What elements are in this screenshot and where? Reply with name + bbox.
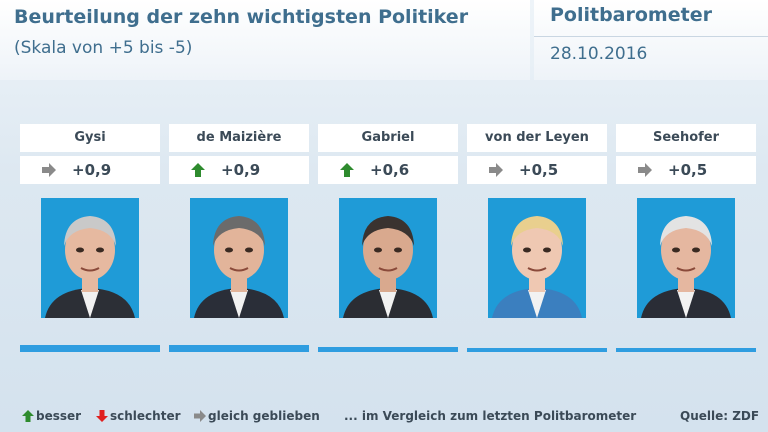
rating-box: +0,9 bbox=[20, 156, 160, 184]
politician-name: von der Leyen bbox=[467, 124, 607, 152]
rating-value: +0,9 bbox=[72, 161, 112, 179]
arrow-right-icon bbox=[638, 163, 652, 177]
arrow-right-icon bbox=[489, 163, 503, 177]
politician-column: Gysi +0,9 bbox=[20, 124, 160, 318]
politician-name: de Maizière bbox=[169, 124, 309, 152]
politician-photo bbox=[41, 198, 139, 318]
arrow-up-icon bbox=[340, 163, 354, 177]
politician-column: de Maizière +0,9 bbox=[169, 124, 309, 318]
rating-box: +0,6 bbox=[318, 156, 458, 184]
header-divider bbox=[534, 36, 768, 37]
arrow-up-icon bbox=[22, 410, 34, 422]
rating-bar bbox=[467, 348, 607, 352]
arrow-right-icon bbox=[194, 410, 206, 422]
politician-photo bbox=[190, 198, 288, 318]
politician-photo bbox=[488, 198, 586, 318]
politician-name: Seehofer bbox=[616, 124, 756, 152]
header-brand-panel: Politbarometer 28.10.2016 bbox=[534, 0, 768, 80]
chart-title: Beurteilung der zehn wichtigsten Politik… bbox=[14, 6, 469, 28]
rating-bar bbox=[20, 345, 160, 352]
header-title-panel: Beurteilung der zehn wichtigsten Politik… bbox=[0, 0, 530, 80]
arrow-down-icon bbox=[96, 410, 108, 422]
source-label: Quelle: ZDF bbox=[680, 409, 760, 423]
rating-bar bbox=[169, 345, 309, 352]
politician-name: Gysi bbox=[20, 124, 160, 152]
rating-box: +0,9 bbox=[169, 156, 309, 184]
arrow-right-icon bbox=[42, 163, 56, 177]
politician-column: von der Leyen +0,5 bbox=[467, 124, 607, 318]
rating-box: +0,5 bbox=[616, 156, 756, 184]
politician-photo bbox=[637, 198, 735, 318]
legend-down-label: schlechter bbox=[110, 409, 181, 423]
politician-column: Gabriel +0,6 bbox=[318, 124, 458, 318]
date-label: 28.10.2016 bbox=[550, 44, 648, 64]
rating-box: +0,5 bbox=[467, 156, 607, 184]
comparison-note: ... im Vergleich zum letzten Politbarome… bbox=[344, 409, 637, 423]
rating-bar bbox=[318, 347, 458, 352]
politician-photo bbox=[339, 198, 437, 318]
brand-label: Politbarometer bbox=[550, 4, 712, 26]
rating-bar bbox=[616, 348, 756, 352]
arrow-up-icon bbox=[191, 163, 205, 177]
rating-value: +0,9 bbox=[221, 161, 261, 179]
chart-subtitle: (Skala von +5 bis -5) bbox=[14, 38, 193, 58]
legend-up-label: besser bbox=[36, 409, 82, 423]
politician-column: Seehofer +0,5 bbox=[616, 124, 756, 318]
legend-same-label: gleich geblieben bbox=[208, 409, 320, 423]
rating-value: +0,5 bbox=[668, 161, 708, 179]
rating-value: +0,5 bbox=[519, 161, 559, 179]
politician-name: Gabriel bbox=[318, 124, 458, 152]
rating-value: +0,6 bbox=[370, 161, 410, 179]
